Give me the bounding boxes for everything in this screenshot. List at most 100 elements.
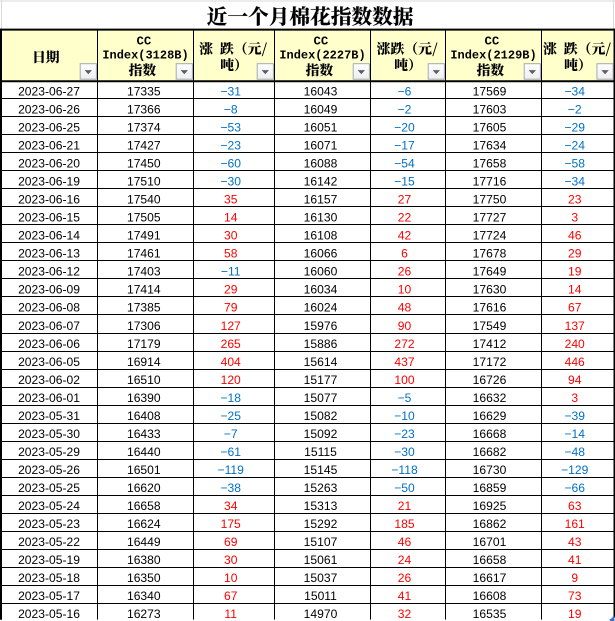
svg-text:2023-06-27: 2023-06-27 [18, 84, 80, 98]
svg-text:16925: 16925 [473, 499, 507, 513]
svg-text:15292: 15292 [304, 517, 338, 531]
svg-text:2023-06-15: 2023-06-15 [18, 211, 80, 225]
svg-text:−29: −29 [564, 120, 585, 134]
svg-text:Index(2227B): Index(2227B) [279, 49, 365, 63]
svg-text:−54: −54 [394, 157, 415, 171]
svg-text:404: 404 [221, 355, 241, 369]
svg-text:15313: 15313 [304, 499, 338, 513]
svg-text:16629: 16629 [473, 409, 507, 423]
svg-text:2023-05-31: 2023-05-31 [18, 409, 80, 423]
svg-text:−7: −7 [224, 427, 238, 441]
svg-text:17366: 17366 [127, 102, 161, 116]
svg-text:17385: 17385 [127, 301, 161, 315]
svg-text:16024: 16024 [304, 301, 338, 315]
svg-text:−23: −23 [220, 138, 241, 152]
svg-text:17634: 17634 [473, 138, 507, 152]
svg-text:−14: −14 [564, 427, 585, 441]
svg-text:63: 63 [568, 499, 582, 513]
svg-text:16859: 16859 [473, 481, 507, 495]
svg-text:17630: 17630 [473, 283, 507, 297]
svg-text:15011: 15011 [304, 589, 337, 603]
svg-text:14: 14 [568, 283, 582, 297]
svg-text:2023-06-05: 2023-06-05 [18, 355, 80, 369]
svg-text:16157: 16157 [304, 193, 338, 207]
svg-text:16408: 16408 [127, 409, 161, 423]
svg-text:69: 69 [224, 535, 238, 549]
svg-text:29: 29 [568, 247, 582, 261]
svg-text:−129: −129 [561, 463, 589, 477]
svg-text:−66: −66 [564, 481, 585, 495]
svg-text:2023-06-21: 2023-06-21 [18, 138, 80, 152]
svg-text:2023-05-22: 2023-05-22 [18, 535, 80, 549]
svg-text:16051: 16051 [304, 120, 338, 134]
svg-text:15145: 15145 [304, 463, 338, 477]
svg-text:27: 27 [398, 193, 412, 207]
svg-text:41: 41 [398, 589, 412, 603]
svg-text:17616: 17616 [473, 301, 507, 315]
svg-text:16658: 16658 [127, 499, 161, 513]
svg-text:32: 32 [398, 607, 412, 621]
svg-text:Index(2129B): Index(2129B) [450, 49, 536, 63]
svg-text:−15: −15 [394, 175, 415, 189]
svg-text:16701: 16701 [473, 535, 507, 549]
svg-text:Index(3128B): Index(3128B) [102, 49, 188, 63]
svg-text:16380: 16380 [127, 553, 161, 567]
svg-text:2023-05-26: 2023-05-26 [18, 463, 80, 477]
svg-text:16433: 16433 [127, 427, 161, 441]
svg-text:272: 272 [394, 337, 414, 351]
svg-text:16632: 16632 [473, 391, 507, 405]
svg-text:17461: 17461 [127, 247, 161, 261]
svg-text:16130: 16130 [304, 211, 338, 225]
svg-text:11: 11 [224, 607, 237, 621]
svg-text:17603: 17603 [473, 102, 507, 116]
svg-text:2023-05-17: 2023-05-17 [18, 589, 80, 603]
svg-text:−38: −38 [220, 481, 241, 495]
svg-text:14970: 14970 [304, 607, 338, 621]
svg-text:19: 19 [568, 607, 582, 621]
svg-text:2023-06-07: 2023-06-07 [18, 319, 80, 333]
svg-text:2023-05-25: 2023-05-25 [18, 481, 80, 495]
svg-text:24: 24 [398, 553, 412, 567]
svg-text:90: 90 [398, 319, 412, 333]
svg-text:2023-05-18: 2023-05-18 [18, 571, 80, 585]
svg-text:17179: 17179 [127, 337, 161, 351]
svg-text:−34: −34 [564, 175, 585, 189]
svg-text:23: 23 [568, 193, 582, 207]
svg-text:41: 41 [568, 553, 582, 567]
svg-text:17678: 17678 [473, 247, 507, 261]
svg-text:−30: −30 [394, 445, 415, 459]
svg-text:2023-06-14: 2023-06-14 [18, 229, 80, 243]
svg-text:2023-05-29: 2023-05-29 [18, 445, 80, 459]
svg-text:−30: −30 [220, 175, 241, 189]
svg-text:17403: 17403 [127, 265, 161, 279]
svg-text:17335: 17335 [127, 84, 161, 98]
svg-text:16440: 16440 [127, 445, 161, 459]
svg-text:CC: CC [314, 35, 329, 49]
svg-text:17510: 17510 [127, 175, 161, 189]
svg-text:29: 29 [224, 283, 238, 297]
svg-text:67: 67 [568, 301, 582, 315]
svg-text:79: 79 [224, 301, 238, 315]
svg-text:CC: CC [485, 35, 500, 49]
svg-text:17658: 17658 [473, 157, 507, 171]
svg-text:127: 127 [221, 319, 241, 333]
svg-text:CC: CC [137, 35, 152, 49]
svg-text:16273: 16273 [127, 607, 161, 621]
svg-text:9: 9 [571, 571, 578, 585]
svg-text:437: 437 [394, 355, 414, 369]
svg-text:2023-06-20: 2023-06-20 [18, 157, 80, 171]
svg-text:265: 265 [221, 337, 241, 351]
svg-text:16682: 16682 [473, 445, 507, 459]
svg-text:15886: 15886 [304, 337, 338, 351]
svg-text:16049: 16049 [304, 102, 338, 116]
svg-text:120: 120 [221, 373, 241, 387]
svg-text:185: 185 [394, 517, 414, 531]
svg-text:2023-05-24: 2023-05-24 [18, 499, 80, 513]
svg-text:−24: −24 [564, 138, 585, 152]
svg-text:3: 3 [571, 211, 578, 225]
svg-text:26: 26 [398, 265, 412, 279]
svg-text:16726: 16726 [473, 373, 507, 387]
svg-text:17427: 17427 [127, 138, 161, 152]
svg-text:16535: 16535 [473, 607, 507, 621]
svg-text:73: 73 [568, 589, 582, 603]
